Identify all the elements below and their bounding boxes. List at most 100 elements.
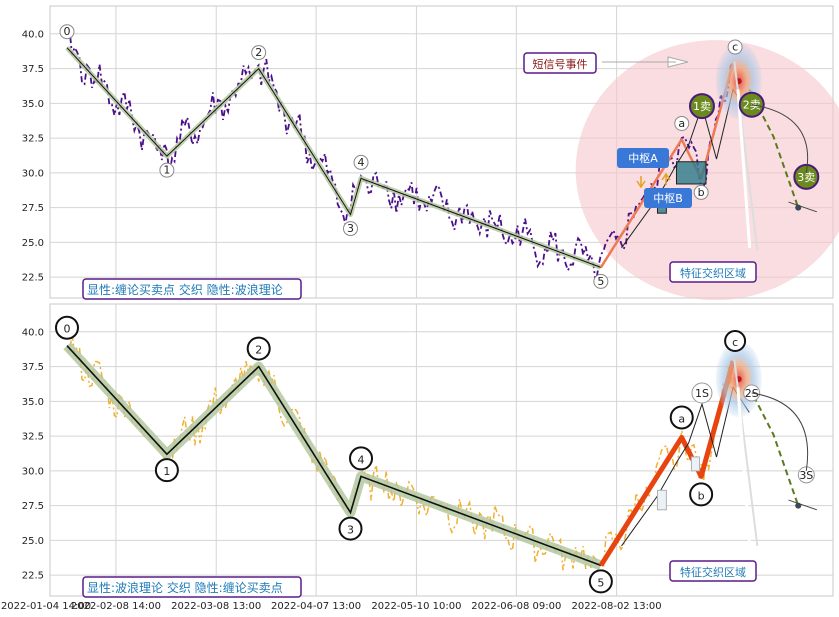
wave-point-marker <box>59 24 75 40</box>
zhongshu-b-badge <box>644 188 692 208</box>
sell-point-marker <box>691 382 713 404</box>
wave-point-marker <box>349 446 374 471</box>
bottom-plot-frame <box>49 303 834 597</box>
zhongshu-box <box>656 489 667 511</box>
zhongshu-b-label: 中枢B <box>653 191 683 205</box>
abc-point-label: b <box>698 186 705 199</box>
wave-point-label: 5 <box>597 275 604 288</box>
y-tick-label: 35.0 <box>22 99 44 110</box>
y-tick-label: 30.0 <box>22 466 44 477</box>
wave-point-label: 5 <box>597 576 604 589</box>
wave-line <box>66 47 602 268</box>
zhongshu-box <box>690 456 701 472</box>
wave-point-label: 4 <box>358 156 365 169</box>
zone-pointer-arrow <box>736 387 752 545</box>
price-series-line <box>66 25 734 284</box>
y-tick-label: 35.0 <box>22 397 44 408</box>
wave-point-marker <box>246 336 271 361</box>
sell-connector-curve <box>751 392 809 471</box>
top-caption-box: 显性:缠论买卖点 交织 隐性:波浪理论 <box>82 278 302 300</box>
wave-point-label: 3 <box>347 222 354 235</box>
x-tick-label: 2022-04-07 13:00 <box>271 601 361 612</box>
y-tick-label: 37.5 <box>22 64 44 75</box>
top-caption-frame <box>82 278 302 300</box>
wave-point-marker <box>154 458 179 483</box>
abc-point-label: b <box>698 489 705 502</box>
short-signal-badge <box>523 52 597 74</box>
wave-point-marker <box>353 154 369 170</box>
sell-connector-curve <box>751 104 809 173</box>
short-signal-arrow <box>602 56 689 68</box>
x-tick-label: 2022-06-08 09:00 <box>471 601 561 612</box>
x-tick-label: 2022-05-10 10:00 <box>371 601 461 612</box>
forecast-tick <box>788 201 817 213</box>
abc-point-label: c <box>732 41 738 54</box>
up-arrow-icon <box>661 172 671 185</box>
x-tick-label: 2022-01-04 14:00 <box>1 601 91 612</box>
zhongshu-a-badge <box>617 148 669 168</box>
abc-point-marker <box>669 405 694 430</box>
feature-zone-label: 特征交织区域 <box>680 266 746 280</box>
zhongshu-a-label: 中枢A <box>628 151 658 165</box>
y-tick-label: 22.5 <box>22 273 44 284</box>
wave-point-label: 3 <box>347 524 354 537</box>
y-tick-label: 32.5 <box>22 432 44 443</box>
zone-pointer-arrow <box>736 89 752 249</box>
y-tick-label: 40.0 <box>22 29 44 40</box>
wave-point-marker <box>343 221 359 237</box>
top-y-axis: 22.5 25.0 27.5 30.0 32.5 35.0 37.5 40.0 <box>22 29 44 283</box>
bottom-caption: 显性:波浪理论 交织 隐性:缠论买卖点 <box>87 580 283 595</box>
feature-zone-badge <box>669 560 757 582</box>
abc-point-label: c <box>732 336 738 349</box>
y-tick-label: 25.0 <box>22 238 44 249</box>
forecast-tick <box>788 499 817 511</box>
bottom-caption-box: 显性:波浪理论 交织 隐性:缠论买卖点 <box>82 576 302 598</box>
wave-point-label: 0 <box>63 25 70 38</box>
abc-point-marker <box>693 184 709 200</box>
sell-point-marker <box>797 466 815 484</box>
y-tick-label: 27.5 <box>22 501 44 512</box>
x-tick-label: 2022-03-08 13:00 <box>171 601 261 612</box>
bottom-caption-frame <box>82 576 302 598</box>
top-panel: 22.5 25.0 27.5 30.0 32.5 35.0 37.5 40.0 0 1 2 3 4 5 a… <box>22 5 839 301</box>
sell-point-marker <box>688 93 715 120</box>
wave-point-marker <box>159 162 175 178</box>
zhongshu-box <box>675 161 707 185</box>
y-tick-label: 40.0 <box>22 327 44 338</box>
feature-zone-badge <box>669 261 757 283</box>
wave-point-marker <box>338 516 363 541</box>
x-tick-label: 2022-08-02 13:00 <box>572 601 662 612</box>
wave-point-marker <box>588 569 613 594</box>
y-tick-label: 32.5 <box>22 134 44 145</box>
wave-point-label: 1 <box>163 465 170 478</box>
abc-correction-line <box>599 62 735 269</box>
y-tick-label: 30.0 <box>22 168 44 179</box>
bottom-panel: 22.5 25.0 27.5 30.0 32.5 35.0 37.5 40.0 0 1 2 3 4 5 a… <box>22 303 834 597</box>
y-tick-label: 22.5 <box>22 571 44 582</box>
sell-point-marker <box>793 163 820 190</box>
abc-point-marker <box>724 330 747 353</box>
x-tick-label: 2022-02-08 14:00 <box>71 601 161 612</box>
wave-point-label: 4 <box>358 453 365 466</box>
wave-point-marker <box>54 315 79 340</box>
wave-point-marker <box>593 273 609 289</box>
abc-point-marker <box>674 115 690 131</box>
sell-point-label: 3S <box>799 469 813 482</box>
abc-point-label: a <box>678 412 685 425</box>
sell-point-label: 1S <box>695 387 709 400</box>
feature-zone-label: 特征交织区域 <box>680 565 746 579</box>
y-tick-label: 25.0 <box>22 536 44 547</box>
sell-point-label: 3卖 <box>797 171 815 184</box>
abc-point-label: a <box>678 117 685 130</box>
sell-point-label: 1卖 <box>693 100 711 113</box>
wave-point-label: 2 <box>255 344 262 357</box>
wave-point-label: 0 <box>63 323 70 336</box>
forecast-line <box>748 386 800 506</box>
y-tick-label: 37.5 <box>22 362 44 373</box>
down-arrow-icon <box>636 176 646 189</box>
abc-point-marker <box>689 482 714 507</box>
